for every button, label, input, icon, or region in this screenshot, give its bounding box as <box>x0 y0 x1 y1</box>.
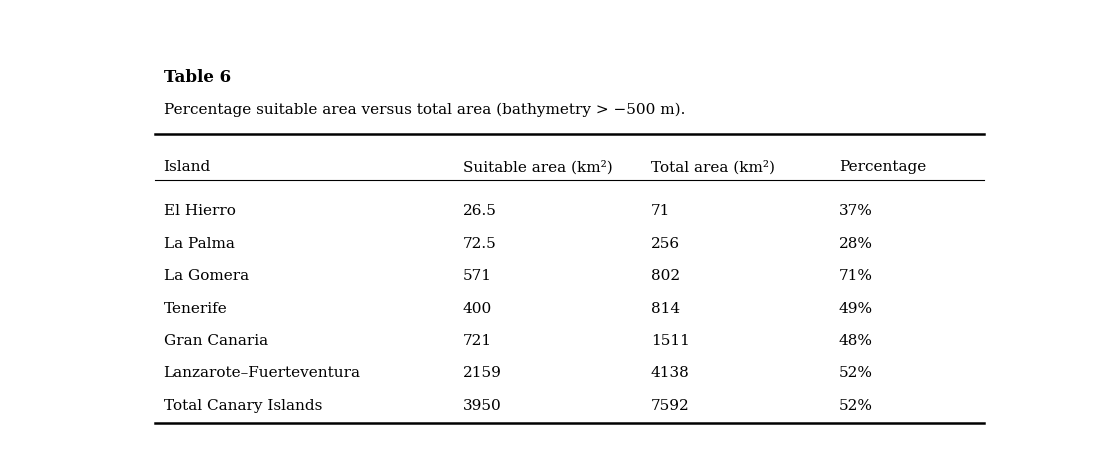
Text: 1511: 1511 <box>651 334 689 348</box>
Text: 37%: 37% <box>838 204 872 218</box>
Text: 52%: 52% <box>838 399 872 413</box>
Text: Table 6: Table 6 <box>163 69 231 86</box>
Text: 4138: 4138 <box>651 366 689 380</box>
Text: El Hierro: El Hierro <box>163 204 235 218</box>
Text: Suitable area (km²): Suitable area (km²) <box>463 160 612 175</box>
Text: 802: 802 <box>651 269 679 283</box>
Text: Percentage: Percentage <box>838 160 927 175</box>
Text: Total area (km²): Total area (km²) <box>651 160 774 175</box>
Text: Tenerife: Tenerife <box>163 302 227 315</box>
Text: 256: 256 <box>651 237 679 251</box>
Text: 2159: 2159 <box>463 366 502 380</box>
Text: Percentage suitable area versus total area (bathymetry > −500 m).: Percentage suitable area versus total ar… <box>163 102 685 117</box>
Text: Gran Canaria: Gran Canaria <box>163 334 268 348</box>
Text: 49%: 49% <box>838 302 872 315</box>
Text: Lanzarote–Fuerteventura: Lanzarote–Fuerteventura <box>163 366 361 380</box>
Text: 571: 571 <box>463 269 492 283</box>
Text: 71%: 71% <box>838 269 872 283</box>
Text: 52%: 52% <box>838 366 872 380</box>
Text: 3950: 3950 <box>463 399 502 413</box>
Text: 721: 721 <box>463 334 492 348</box>
Text: 400: 400 <box>463 302 492 315</box>
Text: Island: Island <box>163 160 211 175</box>
Text: 814: 814 <box>651 302 679 315</box>
Text: Total Canary Islands: Total Canary Islands <box>163 399 322 413</box>
Text: 71: 71 <box>651 204 671 218</box>
Text: 28%: 28% <box>838 237 872 251</box>
Text: 72.5: 72.5 <box>463 237 496 251</box>
Text: 26.5: 26.5 <box>463 204 496 218</box>
Text: 7592: 7592 <box>651 399 689 413</box>
Text: La Palma: La Palma <box>163 237 235 251</box>
Text: 48%: 48% <box>838 334 872 348</box>
Text: La Gomera: La Gomera <box>163 269 248 283</box>
